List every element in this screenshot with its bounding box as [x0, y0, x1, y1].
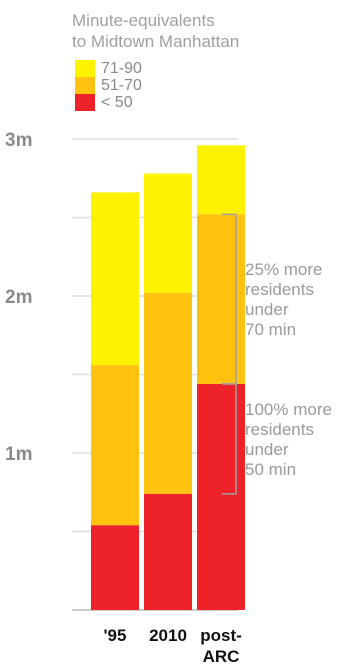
x-tick-label: ARC: [203, 647, 240, 666]
annotation-text: residents: [245, 420, 314, 439]
annotation-text: residents: [245, 280, 314, 299]
legend-title-line-1: Minute-equivalents: [72, 11, 215, 30]
annotation-text: under: [245, 440, 289, 459]
bar-2010-51-70: [144, 292, 192, 494]
annotation-text: 70 min: [245, 320, 296, 339]
legend-swatch: [75, 77, 95, 94]
y-tick-label: 1m: [5, 444, 32, 465]
annotation-text: 50 min: [245, 460, 296, 479]
bar-2010-71-90: [144, 173, 192, 293]
bar-95-71-90: [91, 192, 139, 366]
y-tick-label: 3m: [5, 130, 32, 151]
x-tick-label: post-: [200, 626, 242, 645]
legend-title: Minute-equivalents to Midtown Manhattan: [72, 10, 239, 52]
legend-item-under-50: < 50: [75, 94, 142, 111]
annotation-bracket: [222, 383, 237, 495]
bar-post-arc-71-90: [197, 145, 245, 215]
legend-item-71-90: 71-90: [75, 60, 142, 77]
legend: 71-90 51-70 < 50: [75, 60, 142, 111]
annotation-text: 100% more: [245, 400, 332, 419]
bar-95-51-70: [91, 365, 139, 526]
legend-item-51-70: 51-70: [75, 77, 142, 94]
bar-post-arc-51-70: [197, 214, 245, 384]
bar-2010-under-50: [144, 493, 192, 610]
y-tick-label: 2m: [5, 287, 32, 308]
bar-post-arc-under-50: [197, 383, 245, 610]
annotation-text: under: [245, 300, 289, 319]
legend-swatch: [75, 60, 95, 77]
legend-title-line-2: to Midtown Manhattan: [72, 32, 240, 51]
annotation-text: 25% more: [245, 260, 322, 279]
x-tick-label: 2010: [149, 626, 187, 645]
legend-label: 71-90: [101, 60, 142, 77]
bar-95-under-50: [91, 525, 139, 610]
x-tick-label: '95: [104, 626, 127, 645]
legend-label: < 50: [101, 94, 133, 111]
legend-swatch: [75, 94, 95, 111]
legend-label: 51-70: [101, 77, 142, 94]
